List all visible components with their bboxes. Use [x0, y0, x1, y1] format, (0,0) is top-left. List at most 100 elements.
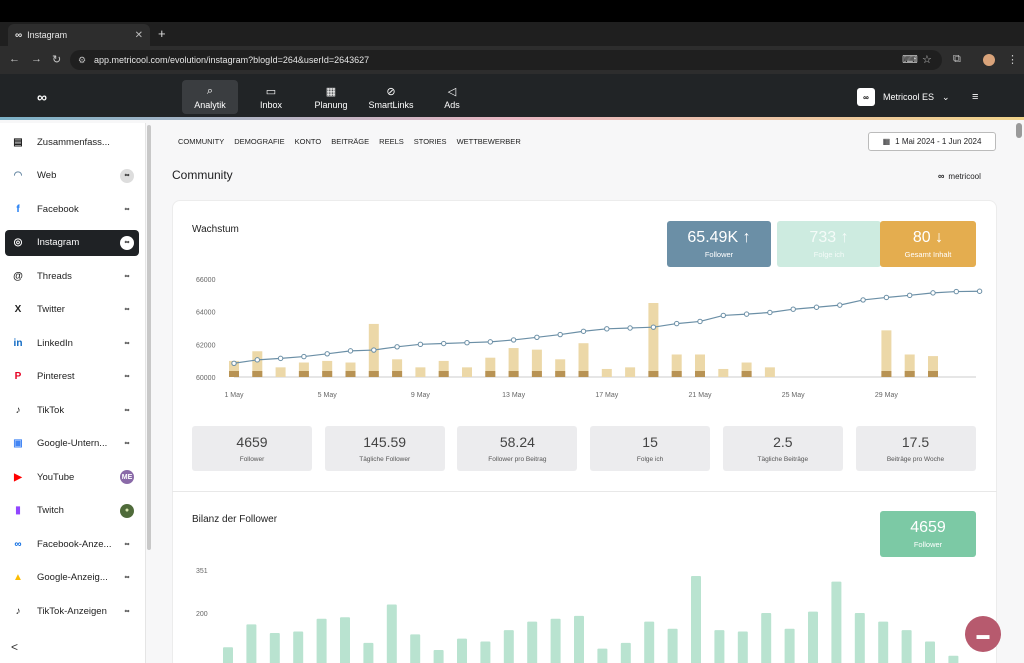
sidebar-item[interactable]: in LinkedIn ∞ — [5, 330, 139, 356]
back-icon[interactable]: ← — [9, 53, 20, 65]
sidebar-item-label: Twitch — [37, 505, 64, 516]
x-tick-label: 17 May — [595, 392, 618, 399]
nav-analytik[interactable]: ⌕ Analytik — [182, 80, 238, 114]
x-tick-label: 29 May — [875, 392, 898, 399]
sidebar-item[interactable]: ▤ Zusammenfass... — [5, 129, 139, 155]
content-bar — [392, 359, 403, 377]
sidebar-item[interactable]: ▲ Google-Anzeig... ∞ — [5, 565, 139, 591]
follower-point — [720, 312, 726, 319]
sidebar-item[interactable]: ◠ Web ∞ — [5, 163, 139, 189]
sidebar-item[interactable]: ∞ Facebook-Anze... ∞ — [5, 531, 139, 557]
kpi-total-content[interactable]: 80 ↓ Gesamt Inhalt — [880, 221, 976, 267]
sidebar-item[interactable]: ▣ Google-Untern... ∞ — [5, 431, 139, 457]
tab-close-icon[interactable]: ✕ — [134, 29, 143, 41]
network-icon: ▶ — [14, 471, 22, 483]
sidebar-item-label: Pinterest — [37, 371, 75, 382]
profile-avatar[interactable] — [983, 54, 995, 66]
content-bar-base — [438, 371, 449, 377]
follower-point — [277, 355, 284, 362]
stat-label: Tägliche Follower — [359, 456, 411, 463]
content-bar-base — [345, 371, 356, 377]
tab-favicon-icon: ∞ — [15, 29, 23, 41]
sidebar-item-label: YouTube — [37, 471, 75, 483]
main-scrollbar[interactable] — [1016, 123, 1022, 138]
content-bar-base — [508, 371, 519, 377]
arrow-up-icon: ↑ — [840, 229, 849, 246]
sidebar-item[interactable]: ▶ YouTube ME — [5, 464, 139, 490]
connection-badge-icon: ∞ — [124, 607, 130, 615]
sub-tab[interactable]: REELS — [379, 137, 404, 146]
kpi-following[interactable]: 733 ↑ Folge ich — [777, 221, 881, 267]
bookmark-star-icon[interactable]: ☆ — [922, 54, 932, 66]
nav-label: SmartLinks — [368, 99, 414, 110]
sub-tab[interactable]: BEITRÄGE — [331, 137, 370, 146]
chat-support-button[interactable]: ▬ — [965, 616, 1001, 652]
follower-balance-bar — [667, 628, 678, 663]
account-switcher[interactable]: ∞ Metricool ES ⌄ — [857, 88, 950, 106]
translate-icon[interactable]: ⌨ — [902, 54, 918, 66]
stat-box: 4659 Follower — [192, 426, 312, 471]
extensions-icon[interactable]: ⧉ — [953, 53, 961, 65]
content-bar — [881, 330, 892, 377]
sub-tab[interactable]: COMMUNITY — [178, 137, 225, 146]
site-info-icon[interactable]: ⚙ — [78, 55, 87, 65]
browser-menu-icon[interactable]: ⋮ — [1007, 54, 1018, 66]
network-icon: ♪ — [15, 404, 21, 416]
date-range-picker[interactable]: ▦ 1 Mai 2024 - 1 Jun 2024 — [868, 132, 996, 151]
content-bar — [415, 367, 426, 377]
browser-tab[interactable]: ∞ Instagram ✕ — [8, 24, 150, 46]
content-bar-base — [392, 371, 403, 377]
follower-point — [790, 306, 796, 312]
x-tick-label: 13 May — [502, 392, 525, 399]
nav-inbox[interactable]: ▭ Inbox — [243, 80, 299, 114]
sidebar-scrollbar[interactable] — [147, 125, 151, 550]
kpi-label: Gesamt Inhalt — [904, 250, 952, 259]
reload-icon[interactable]: ↻ — [52, 54, 62, 66]
content-bar — [578, 343, 589, 377]
sidebar-item[interactable]: ◎ Instagram ∞ — [5, 229, 139, 256]
new-tab-icon[interactable]: + — [158, 26, 166, 41]
collapse-sidebar-icon[interactable]: < — [11, 640, 19, 654]
nav-ads[interactable]: ◁ Ads — [424, 80, 480, 114]
calendar-icon: ▦ — [325, 85, 337, 98]
follower-balance-bar — [784, 628, 795, 663]
hamburger-menu-icon[interactable]: ≡ — [972, 91, 979, 103]
y-tick-label: 64000 — [196, 310, 216, 317]
follower-balance-bar — [737, 631, 748, 663]
sidebar-item[interactable]: P Pinterest ∞ — [5, 364, 139, 390]
nav-planung[interactable]: ▦ Planung — [303, 80, 359, 114]
network-icon: @ — [13, 270, 23, 282]
connection-badge-icon: ∞ — [124, 574, 130, 581]
arrow-down-icon: ↓ — [935, 229, 944, 246]
sub-tab[interactable]: KONTO — [294, 137, 322, 146]
url-text: app.metricool.com/evolution/instagram?bl… — [94, 55, 370, 65]
sidebar-item[interactable]: @ Threads ∞ — [5, 263, 139, 289]
kpi-follower[interactable]: 65.49K ↑ Follower — [667, 221, 771, 267]
forward-icon[interactable]: → — [31, 53, 42, 65]
follower-balance-bar — [480, 641, 491, 663]
url-field[interactable]: ⚙ app.metricool.com/evolution/instagram?… — [70, 50, 942, 70]
stat-box: 58.24 Follower pro Beitrag — [457, 426, 578, 471]
sidebar-item[interactable]: f Facebook ∞ — [5, 196, 139, 222]
x-tick-label: 21 May — [689, 392, 712, 399]
content-bar-base — [648, 371, 659, 377]
screen-top-bar — [0, 0, 1024, 22]
follower-balance-bar — [316, 618, 327, 663]
sub-tab[interactable]: DEMOGRAFIE — [234, 137, 285, 146]
follower-balance-bar — [901, 630, 912, 663]
sidebar-item[interactable]: ▮ Twitch ● — [5, 498, 139, 524]
sidebar-item[interactable]: ♪ TikTok-Anzeigen ∞ — [5, 598, 139, 624]
sidebar-item[interactable]: ♪ TikTok ∞ — [5, 397, 139, 423]
stat-label: Tägliche Beiträge — [757, 456, 809, 463]
sub-tab[interactable]: STORIES — [413, 137, 447, 146]
nav-smartlinks[interactable]: ⊘ SmartLinks — [363, 80, 419, 114]
sidebar-item[interactable]: X Twitter ∞ — [5, 297, 139, 323]
brand-name: metricool — [948, 171, 981, 181]
sub-tab[interactable]: WETTBEWERBER — [456, 137, 521, 146]
megaphone-icon: ◁ — [447, 85, 457, 98]
network-icon: P — [14, 371, 22, 382]
metricool-logo[interactable]: ∞ — [37, 89, 47, 105]
kpi-balance-follower[interactable]: 4659 Follower — [880, 511, 976, 557]
stat-label: Beiträge pro Woche — [886, 456, 945, 463]
follower-balance-bar — [925, 641, 935, 663]
